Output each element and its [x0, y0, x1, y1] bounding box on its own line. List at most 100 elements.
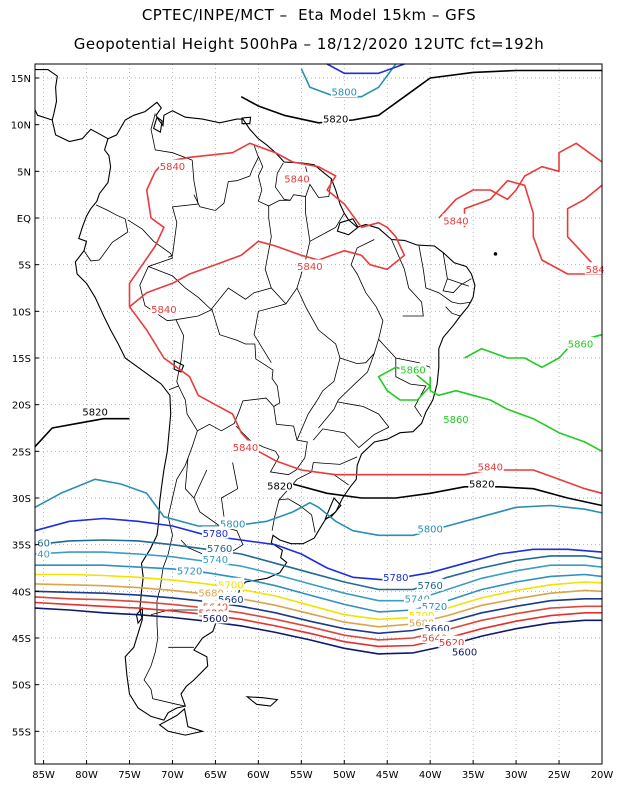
contour-label-background	[442, 412, 470, 425]
lon-tick-label: 85W	[32, 770, 55, 781]
contour-label-background	[330, 85, 358, 97]
contour-5820	[240, 69, 602, 124]
contour-label-5740: 40	[37, 550, 50, 561]
lon-tick-label: 45W	[376, 770, 399, 781]
lat-tick-label: 5N	[17, 167, 31, 178]
lon-tick-label: 35W	[462, 770, 485, 781]
contour-label-5820: 5820	[469, 480, 494, 491]
height-contours	[34, 63, 603, 655]
contour-label-background	[322, 112, 350, 125]
country-border	[193, 145, 259, 211]
marajo-island	[336, 218, 359, 236]
contour-5780	[34, 517, 603, 581]
lon-tick-label: 60W	[247, 770, 270, 781]
contour-label-5820: 5820	[267, 481, 292, 492]
contour-label-background	[451, 645, 478, 657]
contour-5820	[34, 417, 130, 448]
lon-tick-label: 40W	[419, 770, 442, 781]
contour-label-background	[159, 159, 186, 172]
contour-label-background	[36, 547, 51, 559]
lat-tick-label: 20S	[12, 401, 31, 412]
country-border	[275, 162, 291, 201]
country-border	[178, 385, 275, 432]
contour-5840	[463, 179, 602, 275]
country-border	[309, 213, 345, 242]
lon-tick-label: 65W	[204, 770, 227, 781]
country-border	[180, 497, 244, 557]
contour-label-background	[283, 171, 311, 184]
contour-label-background	[399, 363, 427, 376]
country-border	[318, 353, 375, 429]
contour-label-background	[150, 302, 178, 315]
contour-5820	[292, 483, 603, 507]
lat-tick-label: 55S	[12, 727, 31, 738]
contour-label-5820: 5820	[323, 115, 348, 126]
contour-label-5840: 5840	[151, 305, 176, 316]
central-america-coastline	[34, 109, 109, 143]
contour-label-5760: 5760	[417, 581, 442, 592]
country-border	[425, 287, 472, 305]
contour-label-5840: 5840	[478, 463, 503, 474]
contour-label-background	[81, 405, 109, 418]
contour-5620	[34, 601, 602, 648]
contour-label-background	[202, 552, 229, 565]
map-title-line-1: CPTEC/INPE/MCT – Eta Model 15km – GFS	[141, 6, 477, 24]
lat-tick-label: 25S	[12, 447, 31, 458]
contour-label-5840: 5840	[297, 262, 322, 273]
lat-tick-label: 30S	[12, 494, 31, 505]
contour-label-background	[438, 635, 466, 648]
country-border	[168, 319, 185, 391]
contour-5840	[128, 240, 362, 308]
contour-label-background	[416, 521, 444, 534]
lat-tick-label: EQ	[17, 214, 31, 225]
contour-label-5840: 5840	[443, 216, 468, 227]
falkland-islands	[245, 696, 279, 707]
country-border	[148, 266, 212, 310]
contour-5840	[154, 142, 406, 271]
lon-tick-label: 70W	[161, 770, 184, 781]
country-border	[447, 278, 469, 287]
country-border	[150, 113, 199, 258]
contour-label-background	[36, 535, 51, 548]
contour-5800	[34, 478, 603, 537]
map-title-line-2: Geopotential Height 500hPa – 18/12/2020 …	[73, 35, 545, 53]
lon-tick-label: 20W	[591, 770, 614, 781]
country-border	[445, 306, 461, 317]
country-border	[264, 205, 272, 289]
contour-label-5740: 5740	[405, 594, 430, 605]
country-border	[83, 204, 129, 262]
contour-label-5620: 5620	[439, 638, 464, 649]
country-borders	[83, 113, 472, 707]
contour-label-5840: 5840	[284, 174, 309, 185]
contour-label-5600: 5600	[452, 648, 477, 659]
contour-label-background	[476, 460, 504, 473]
contour-labels: 5860 5860 5860 5840 5840 5840 5840 5840 5840 5840…	[36, 85, 606, 659]
country-border	[143, 430, 198, 707]
contour-label-5820: 5820	[82, 408, 107, 419]
contour-label-background	[421, 599, 448, 612]
trinidad-island	[241, 116, 252, 125]
contour-5840	[438, 142, 603, 219]
contour-label-5860: 5860	[400, 366, 425, 377]
country-border	[337, 401, 390, 428]
contour-label-background	[468, 477, 496, 489]
contour-label-5660: 5660	[218, 595, 243, 606]
contour-5740	[34, 551, 603, 602]
country-border	[271, 499, 280, 531]
tierra-del-fuego-coastline	[158, 707, 205, 736]
contour-5640	[34, 596, 602, 641]
contour-5780	[326, 63, 405, 75]
contour-label-5700: 5700	[218, 580, 243, 591]
contour-label-5860: 5860	[568, 340, 593, 351]
contour-label-5720: 5720	[422, 602, 447, 613]
continent-outline	[34, 69, 498, 736]
contour-label-5600: 5600	[203, 614, 228, 625]
fernando-de-noronha	[493, 252, 498, 256]
country-border	[184, 458, 208, 499]
contour-label-5860: 5860	[443, 415, 468, 426]
map-frame	[34, 63, 603, 765]
lon-tick-label: 80W	[75, 770, 98, 781]
contour-label-5800: 5800	[220, 520, 245, 531]
central-america-coastline-north	[35, 69, 58, 121]
lon-tick-label: 30W	[505, 770, 528, 781]
